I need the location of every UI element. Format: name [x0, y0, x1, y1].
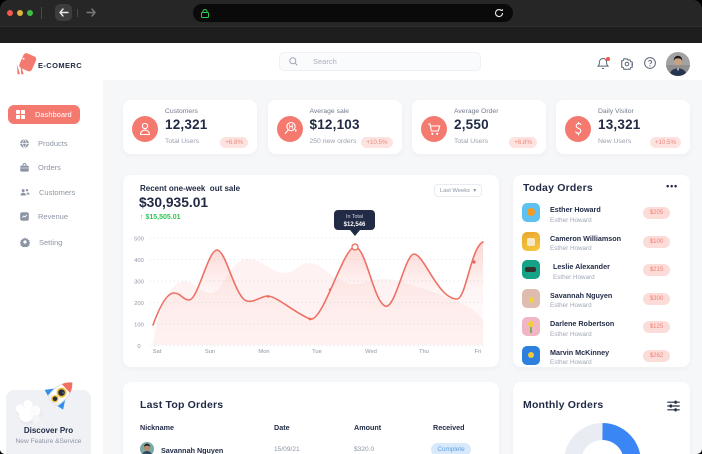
svg-text:300: 300 [134, 280, 144, 286]
svg-text:Fri: Fri [475, 349, 482, 355]
svg-text:100: 100 [134, 323, 144, 329]
svg-text:400: 400 [134, 258, 144, 264]
svg-text:Sat: Sat [153, 349, 162, 355]
svg-text:Wed: Wed [365, 349, 377, 355]
svg-text:200: 200 [134, 301, 144, 307]
svg-text:500: 500 [134, 237, 144, 243]
svg-text:Thu: Thu [419, 349, 429, 355]
svg-text:Sun: Sun [205, 349, 215, 355]
svg-text:0: 0 [137, 344, 140, 350]
svg-text:$12,546: $12,546 [344, 222, 366, 228]
svg-text:Mon: Mon [258, 349, 269, 355]
svg-text:In Total: In Total [346, 214, 363, 220]
svg-text:Tue: Tue [312, 349, 322, 355]
